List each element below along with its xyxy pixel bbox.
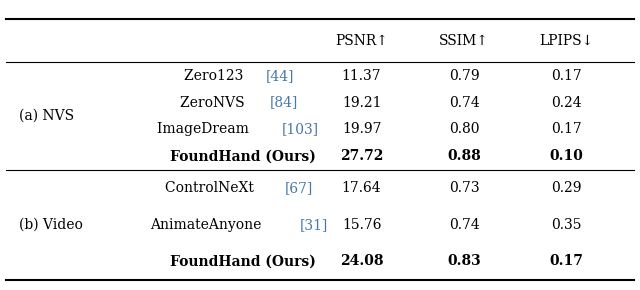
Text: 0.35: 0.35 [551, 218, 582, 232]
Text: 0.17: 0.17 [551, 69, 582, 83]
Text: 0.17: 0.17 [550, 255, 583, 269]
Text: [103]: [103] [282, 122, 319, 136]
Text: [84]: [84] [269, 96, 298, 110]
Text: FoundHand (Ours): FoundHand (Ours) [170, 255, 316, 269]
Text: 0.88: 0.88 [447, 149, 481, 163]
Text: 15.76: 15.76 [342, 218, 381, 232]
Text: PSNR↑: PSNR↑ [335, 34, 388, 48]
Text: AnimateAnyone: AnimateAnyone [150, 218, 266, 232]
Text: 0.29: 0.29 [551, 181, 582, 195]
Text: 0.17: 0.17 [551, 122, 582, 136]
Text: 11.37: 11.37 [342, 69, 381, 83]
Text: 27.72: 27.72 [340, 149, 383, 163]
Text: (a) NVS: (a) NVS [19, 109, 74, 123]
Text: 0.74: 0.74 [449, 96, 479, 110]
Text: FoundHand (Ours): FoundHand (Ours) [170, 149, 316, 163]
Text: 0.79: 0.79 [449, 69, 479, 83]
Text: ControlNeXt: ControlNeXt [164, 181, 258, 195]
Text: [67]: [67] [285, 181, 314, 195]
Text: 0.10: 0.10 [550, 149, 583, 163]
Text: LPIPS↓: LPIPS↓ [540, 34, 593, 48]
Text: 0.73: 0.73 [449, 181, 479, 195]
Text: 19.97: 19.97 [342, 122, 381, 136]
Text: [44]: [44] [266, 69, 294, 83]
Text: 0.74: 0.74 [449, 218, 479, 232]
Text: 19.21: 19.21 [342, 96, 381, 110]
Text: 0.80: 0.80 [449, 122, 479, 136]
Text: Zero123: Zero123 [184, 69, 248, 83]
Text: [31]: [31] [300, 218, 328, 232]
Text: 17.64: 17.64 [342, 181, 381, 195]
Text: 0.24: 0.24 [551, 96, 582, 110]
Text: (b) Video: (b) Video [19, 218, 83, 232]
Text: SSIM↑: SSIM↑ [439, 34, 489, 48]
Text: 0.83: 0.83 [447, 255, 481, 269]
Text: ImageDream: ImageDream [157, 122, 253, 136]
Text: 24.08: 24.08 [340, 255, 383, 269]
Text: ZeroNVS: ZeroNVS [180, 96, 250, 110]
